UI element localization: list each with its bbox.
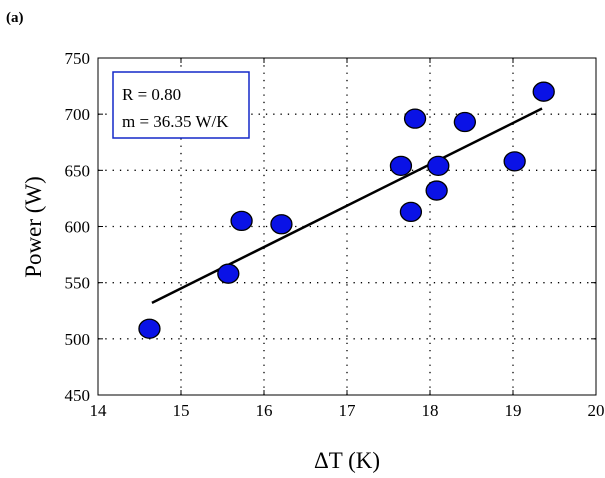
- data-point: [532, 81, 555, 102]
- data-point: [427, 155, 450, 176]
- annotation-border: [112, 71, 250, 139]
- y-tick-label: 450: [65, 386, 91, 405]
- data-point: [270, 214, 293, 235]
- y-tick-label: 500: [65, 330, 91, 349]
- x-tick-labels: 14 15 16 17 18 19 20: [90, 401, 605, 420]
- data-point: [403, 108, 427, 129]
- axis-ticks: [97, 57, 597, 396]
- y-tick-label: 650: [65, 161, 91, 180]
- data-point: [230, 210, 253, 232]
- grid-lines: [98, 58, 596, 395]
- annotation-slope: m = 36.35 W/K: [122, 112, 229, 131]
- y-tick-labels: 450 500 550 600 650 700 750: [65, 49, 91, 405]
- y-tick-label: 550: [65, 274, 91, 293]
- data-point: [389, 155, 413, 176]
- data-points: [138, 81, 555, 339]
- x-tick-label: 14: [90, 401, 108, 420]
- data-point: [425, 180, 448, 201]
- y-tick-label: 700: [65, 105, 91, 124]
- x-tick-label: 18: [422, 401, 439, 420]
- y-axis-title: Power (W): [21, 176, 46, 278]
- x-axis-title: ΔT (K): [314, 448, 380, 473]
- data-point: [399, 201, 423, 223]
- data-point: [138, 318, 161, 339]
- annotation-r-value: R = 0.80: [122, 85, 181, 104]
- x-tick-label: 17: [339, 401, 357, 420]
- data-point: [453, 111, 477, 133]
- annotation-box: R = 0.80 m = 36.35 W/K: [112, 71, 250, 139]
- data-point: [217, 263, 240, 284]
- x-tick-label: 15: [173, 401, 190, 420]
- y-tick-label: 600: [65, 218, 91, 237]
- data-point: [503, 151, 526, 172]
- regression-line: [151, 107, 543, 305]
- x-tick-label: 20: [588, 401, 605, 420]
- x-tick-label: 19: [505, 401, 522, 420]
- x-tick-label: 16: [256, 401, 273, 420]
- y-tick-label: 750: [65, 49, 91, 68]
- panel-label: (a): [6, 10, 24, 26]
